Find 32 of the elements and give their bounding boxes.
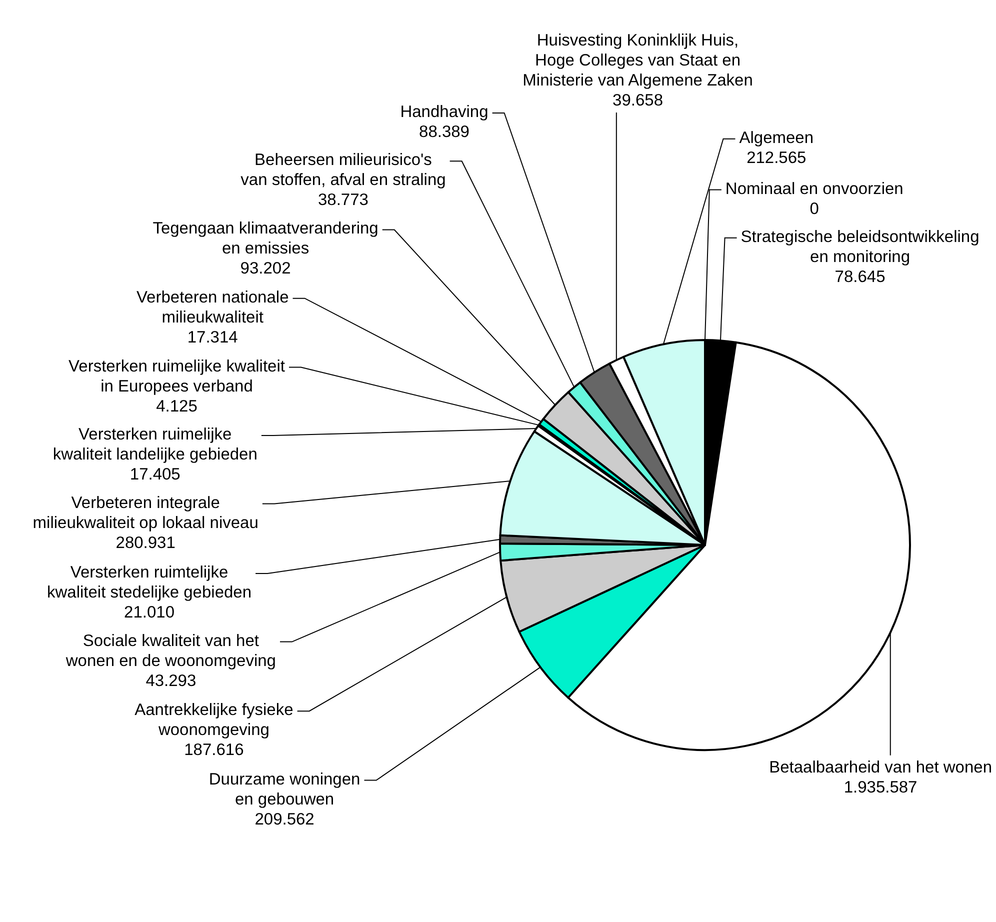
slice-label: Aantrekkelijke fysieke woonomgeving (134, 701, 294, 740)
data-label: 1.935.587 (844, 778, 918, 796)
slice-label: Versterken ruimtelijke kwaliteit stedelijke gebieden (46, 563, 252, 602)
slice-label: Huisvesting Koninklijk Huis, Hoge Colleges van Staat en Ministerie van Algemene Zaken (522, 31, 753, 90)
data-label: 212.565 (746, 148, 806, 167)
data-label: 78.645 (834, 268, 886, 286)
data-label: 38.773 (318, 191, 368, 210)
slice-label: Sociale kwaliteit van het wonen en de woonomgeving (64, 632, 276, 670)
slice-label: Algemeen (739, 128, 814, 147)
text: 0 (810, 200, 819, 218)
slice-label: Beheersen milieurisico's van stoffen, afval en straling (240, 151, 446, 190)
slice-label: Strategische beleidsontwikkeling en monitoring (740, 228, 980, 266)
slice-label: Versterken ruimelijke kwaliteit landelijke gebieden (52, 426, 258, 464)
slice-label: Versterken ruimelijke kwaliteit in Europees verband (68, 357, 286, 396)
slice-label: Handhaving (400, 102, 488, 121)
data-label: 187.616 (184, 741, 244, 760)
slice-label: Tegengaan klimaatverandering en emissies (152, 220, 378, 258)
data-label: 209.562 (254, 810, 314, 828)
data-label: 17.405 (130, 466, 180, 484)
data-label: 93.202 (240, 260, 291, 278)
slice-label: Duurzame woningen en gebouwen (208, 770, 360, 808)
category-label: Nominaal en onvoorzien (725, 180, 904, 198)
data-label: 39.658 (612, 91, 664, 110)
slice-label: Verbeteren nationale milieukwaliteit (136, 288, 289, 326)
slice-label: Betaalbaarheid van het wonen (769, 758, 992, 776)
slice-label: Verbeteren integrale milieukwaliteit op lokaal niveau (32, 494, 258, 532)
data-label: 280.931 (116, 534, 176, 552)
data-label: 43.293 (146, 672, 196, 690)
data-label: 4.125 (156, 397, 198, 416)
data-label: 21.010 (124, 603, 174, 622)
data-label: 88.389 (419, 122, 470, 141)
data-label: 17.314 (187, 328, 238, 346)
